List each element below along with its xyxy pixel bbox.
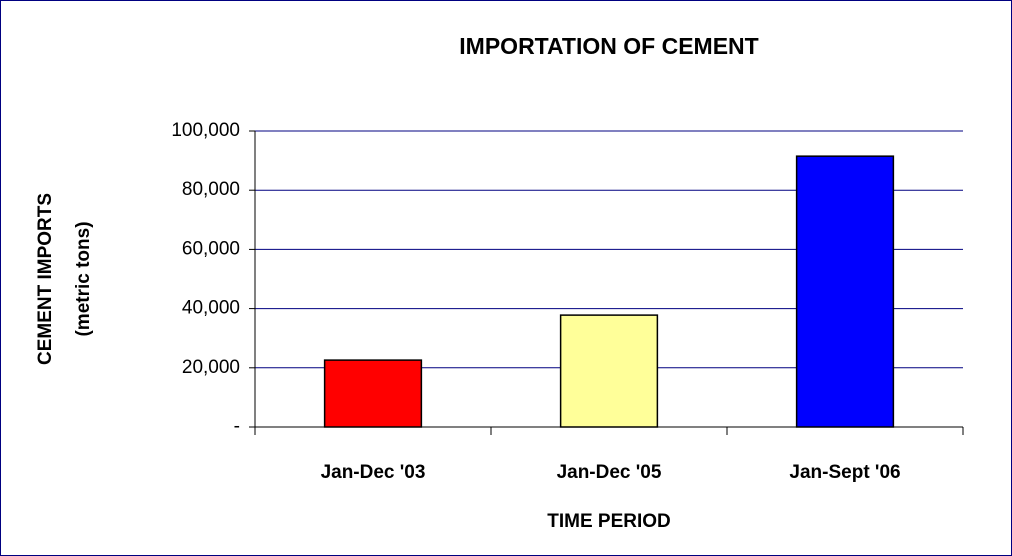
chart-title: IMPORTATION OF CEMENT [459,33,758,59]
bar [323,359,423,428]
y-axis-label: (metric tons) [73,221,94,336]
y-tick-label: 100,000 [171,120,240,141]
bar [795,155,895,428]
y-tick-label: - [234,416,240,437]
x-tick-label: Jan-Dec '03 [321,462,426,483]
y-tick-label: 80,000 [182,179,240,200]
y-tick-label: 40,000 [182,298,240,319]
y-tick-label: 60,000 [182,238,240,259]
x-axis-label: TIME PERIOD [547,511,671,532]
bar [559,314,659,428]
x-tick-label: Jan-Dec '05 [557,462,662,483]
y-axis-label: CEMENT IMPORTS [35,193,56,365]
x-tick-label: Jan-Sept '06 [789,462,900,483]
y-tick-label: 20,000 [182,357,240,378]
